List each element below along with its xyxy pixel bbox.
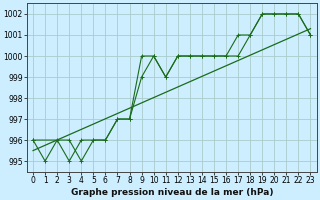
X-axis label: Graphe pression niveau de la mer (hPa): Graphe pression niveau de la mer (hPa) — [70, 188, 273, 197]
